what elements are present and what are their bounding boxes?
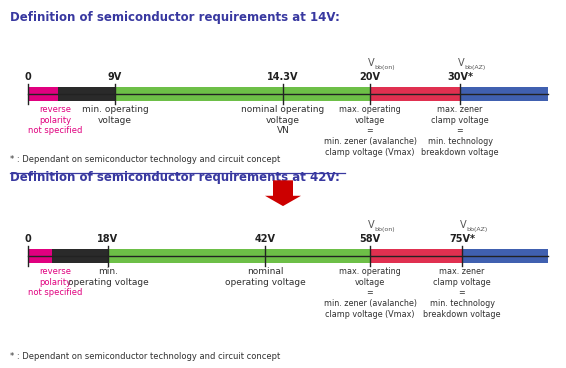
Text: bb(on): bb(on) — [374, 227, 395, 232]
Text: min.
operating voltage: min. operating voltage — [67, 267, 148, 287]
Text: * : Dependant on semiconductor technology and circuit concept: * : Dependant on semiconductor technolog… — [10, 352, 280, 361]
Text: V: V — [368, 58, 375, 68]
Text: bb(AZ): bb(AZ) — [466, 227, 487, 232]
Text: 14.3V: 14.3V — [267, 72, 299, 82]
Text: 42V: 42V — [255, 234, 276, 244]
Text: V: V — [460, 220, 466, 230]
Text: V: V — [368, 220, 375, 230]
Text: max. zener
clamp voltage
=
min. technology
breakdown voltage: max. zener clamp voltage = min. technolo… — [423, 267, 501, 319]
Text: Definition of semiconductor requirements at 14V:: Definition of semiconductor requirements… — [10, 11, 340, 24]
Text: max. operating
voltage
=
min. zener (avalanche)
clamp voltage (Vmax): max. operating voltage = min. zener (ava… — [324, 267, 417, 319]
Bar — [462, 249, 548, 263]
Text: V: V — [458, 58, 465, 68]
Bar — [108, 249, 370, 263]
Text: * : Dependant on semiconductor technology and circuit concept: * : Dependant on semiconductor technolog… — [10, 155, 280, 164]
Bar — [28, 249, 52, 263]
Text: min. operating
voltage: min. operating voltage — [82, 105, 148, 125]
Bar — [460, 87, 548, 101]
Bar — [115, 87, 370, 101]
Text: 75V*: 75V* — [449, 234, 475, 244]
Text: 0: 0 — [25, 234, 31, 244]
Text: reverse
polarity
not specified: reverse polarity not specified — [28, 105, 83, 135]
Text: 30V*: 30V* — [447, 72, 473, 82]
Bar — [370, 87, 460, 101]
Text: nominal
operating voltage: nominal operating voltage — [225, 267, 306, 287]
Text: 0: 0 — [25, 72, 31, 82]
Text: bb(on): bb(on) — [374, 65, 395, 70]
Text: nominal operating
voltage
VN: nominal operating voltage VN — [241, 105, 325, 135]
Text: 58V: 58V — [359, 234, 380, 244]
Bar — [58, 87, 115, 101]
Text: reverse
polarity
not specified: reverse polarity not specified — [28, 267, 83, 297]
Bar — [370, 249, 462, 263]
Text: Definition of semiconductor requirements at 42V:: Definition of semiconductor requirements… — [10, 171, 340, 184]
Text: max. operating
voltage
=
min. zener (avalanche)
clamp voltage (Vmax): max. operating voltage = min. zener (ava… — [324, 105, 417, 157]
Polygon shape — [265, 180, 301, 206]
Text: max. zener
clamp voltage
=
min. technology
breakdown voltage: max. zener clamp voltage = min. technolo… — [421, 105, 499, 157]
Text: 18V: 18V — [97, 234, 118, 244]
Text: 9V: 9V — [108, 72, 122, 82]
Text: 20V: 20V — [359, 72, 380, 82]
Bar — [52, 249, 108, 263]
Bar — [28, 87, 58, 101]
Text: bb(AZ): bb(AZ) — [464, 65, 485, 70]
